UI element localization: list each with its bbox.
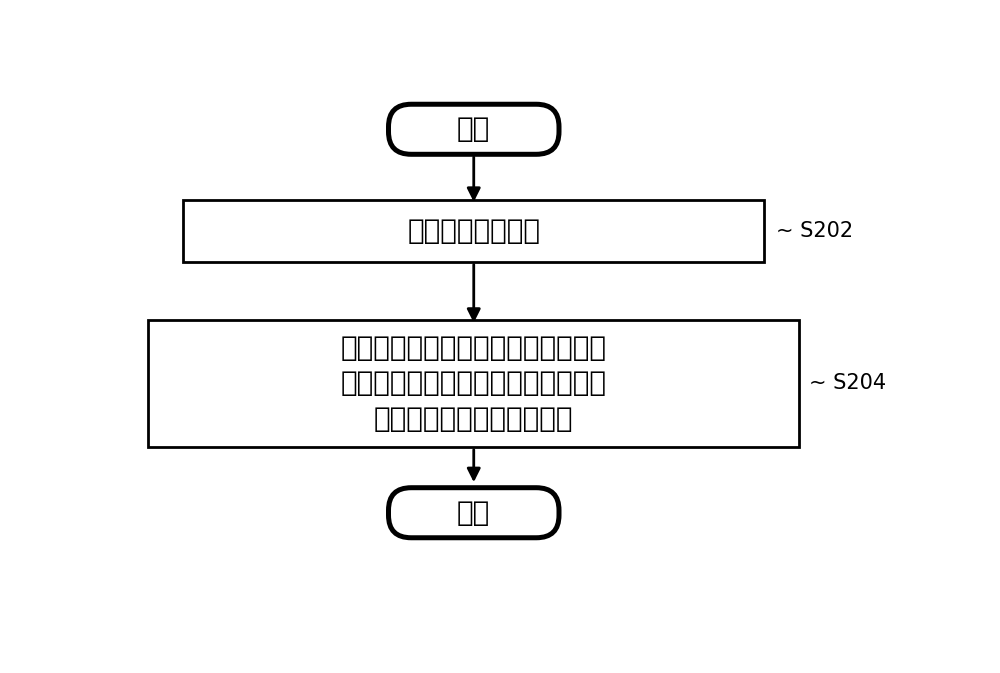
Text: 基于温度小于第一温度阈值，则控制: 基于温度小于第一温度阈值，则控制 xyxy=(341,334,607,362)
Text: 获取壳体内的温度: 获取壳体内的温度 xyxy=(407,217,540,245)
Text: 结束: 结束 xyxy=(457,499,490,527)
Text: 关闭，以及控制压缩机启动: 关闭，以及控制压缩机启动 xyxy=(374,404,574,433)
FancyBboxPatch shape xyxy=(388,104,559,154)
Text: ~ S202: ~ S202 xyxy=(776,221,853,241)
FancyBboxPatch shape xyxy=(183,200,764,262)
FancyBboxPatch shape xyxy=(148,320,799,447)
Text: 阀体的第一口和第二口导通、第三口: 阀体的第一口和第二口导通、第三口 xyxy=(341,369,607,397)
FancyBboxPatch shape xyxy=(388,488,559,538)
Text: 开始: 开始 xyxy=(457,115,490,143)
Text: ~ S204: ~ S204 xyxy=(809,374,886,394)
